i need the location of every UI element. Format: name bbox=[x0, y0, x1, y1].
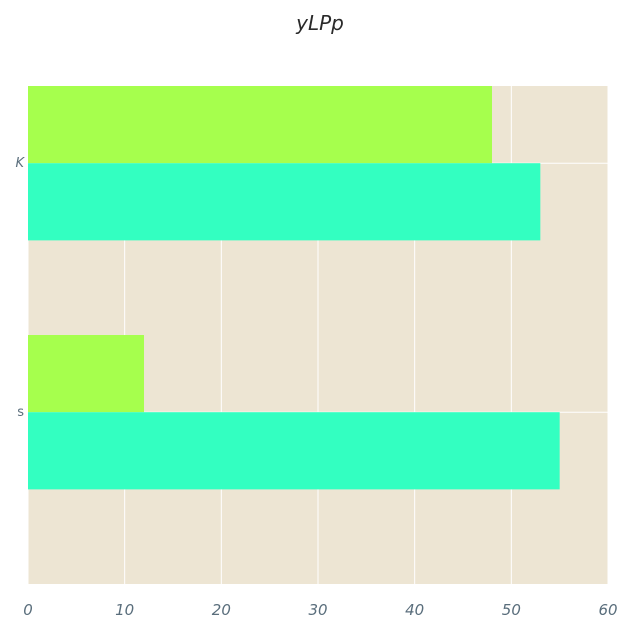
bar-K-series-2 bbox=[28, 163, 541, 241]
x-tick-label-3: 30 bbox=[308, 601, 327, 619]
x-tick-label-2: 20 bbox=[212, 601, 231, 619]
x-tick-label-4: 40 bbox=[405, 601, 424, 619]
bar-s-series-2 bbox=[28, 412, 560, 490]
x-tick-label-5: 50 bbox=[502, 601, 521, 619]
x-axis-ticks: 0 10 20 30 40 50 60 bbox=[23, 601, 617, 619]
bar-s-series-1 bbox=[28, 335, 144, 413]
y-category-label-0: K bbox=[15, 156, 25, 171]
bar-K-series-1 bbox=[28, 86, 492, 164]
x-tick-label-0: 0 bbox=[23, 601, 33, 619]
y-axis-categories: Ks bbox=[15, 156, 25, 420]
y-category-label-1: s bbox=[17, 405, 24, 420]
x-tick-label-1: 10 bbox=[115, 601, 134, 619]
x-tick-label-6: 60 bbox=[598, 601, 617, 619]
bars bbox=[28, 86, 560, 490]
chart-title: yLPp bbox=[295, 11, 344, 35]
